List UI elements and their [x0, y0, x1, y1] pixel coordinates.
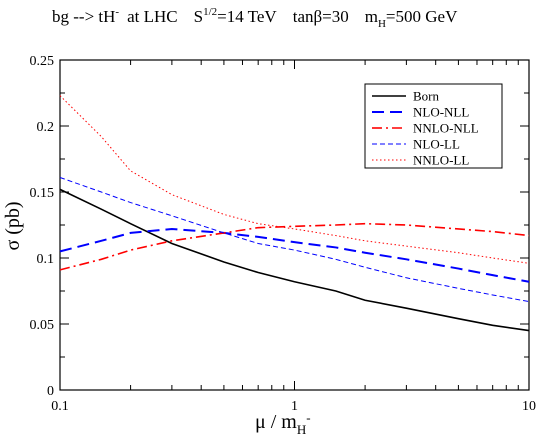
- title-mass-base: m: [365, 7, 378, 26]
- x-axis-label-base: μ / m: [255, 411, 297, 433]
- series-lines: [59, 95, 530, 332]
- legend-label: Born: [413, 89, 440, 104]
- y-tick-label: 0.2: [37, 120, 55, 135]
- legend-label: NNLO-LL: [413, 153, 469, 168]
- title-tanb: tanβ=30: [293, 7, 349, 26]
- x-axis-label: μ / mH-: [255, 410, 311, 437]
- title-energy-base: S: [194, 7, 203, 26]
- title-mass-rest: =500 GeV: [386, 7, 458, 26]
- title-process: bg --> tH: [52, 7, 115, 26]
- y-tick-label: 0.1: [37, 252, 55, 267]
- legend-label: NLO-LL: [413, 137, 460, 152]
- title-mass-sub: H: [378, 18, 386, 30]
- y-tick-label: 0: [47, 384, 54, 399]
- series-line-nnlo-nll: [59, 222, 530, 271]
- x-tick-label: 1: [291, 399, 298, 414]
- y-tick-label: 0.15: [30, 186, 55, 201]
- y-tick-label: 0.05: [30, 318, 55, 333]
- chart-title: bg --> tH-at LHC S1/2=14 TeV tanβ=30 mH=500…: [52, 6, 458, 30]
- y-tick-label: 0.25: [30, 54, 55, 69]
- series-line-nlo-ll: [59, 177, 530, 303]
- series-line-nlo-nll: [59, 227, 530, 283]
- x-tick-label: 10: [522, 399, 536, 414]
- title-process-sup: -: [115, 6, 119, 18]
- title-energy-rest: =14 TeV: [217, 7, 277, 26]
- title-collider: at LHC: [127, 7, 178, 26]
- legend-label: NNLO-NLL: [413, 121, 479, 136]
- y-axis-label: σ (pb): [2, 201, 24, 250]
- series-line-born: [59, 188, 530, 332]
- x-axis-label-sup: -: [306, 410, 310, 425]
- legend-box: [364, 83, 503, 169]
- x-axis-label-sub: H: [297, 422, 306, 437]
- x-tick-label: 0.1: [51, 399, 69, 414]
- title-energy-sup: 1/2: [203, 6, 217, 18]
- axis-tick-labels: 0 0.05 0.1 0.15 0.2 0.25 0.1 1 10: [30, 54, 537, 414]
- legend-label: NLO-NLL: [413, 105, 469, 120]
- series-line-nnlo-ll: [59, 95, 530, 264]
